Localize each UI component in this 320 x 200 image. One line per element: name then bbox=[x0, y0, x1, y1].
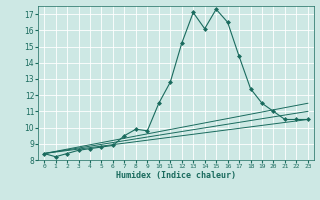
X-axis label: Humidex (Indice chaleur): Humidex (Indice chaleur) bbox=[116, 171, 236, 180]
